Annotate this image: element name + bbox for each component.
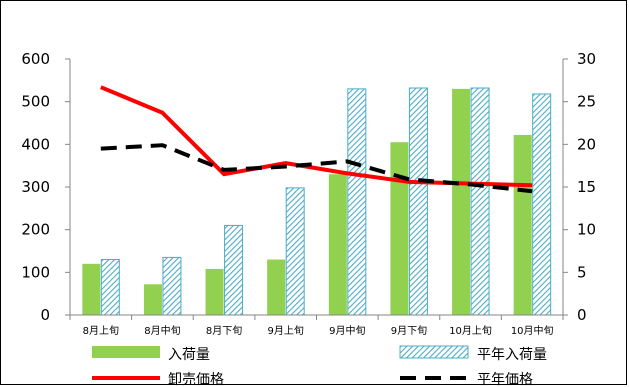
legend-swatch	[399, 345, 469, 359]
bar	[143, 284, 162, 315]
bar	[408, 87, 428, 316]
right-tick-label: 25	[577, 93, 596, 111]
x-tick-label: 9月上旬	[268, 324, 304, 337]
legend-label: 平年価格	[477, 372, 533, 387]
right-tick-label: 15	[577, 178, 596, 196]
bar	[470, 87, 490, 316]
bar	[267, 259, 286, 315]
legend-label: 平年入荷量	[477, 347, 547, 363]
legend-label: 入荷量	[168, 347, 210, 363]
x-tick-label: 9月中旬	[329, 324, 365, 337]
bar	[513, 134, 532, 315]
left-tick-label: 500	[21, 93, 50, 111]
left-tick-label: 0	[40, 306, 50, 324]
line-layer	[100, 85, 533, 194]
bar	[162, 256, 182, 316]
legend-swatch	[92, 346, 160, 358]
axes: 0 100 200 300 400 500 600 0 5 10 15 20 25 30 8月上旬 8月中旬 8…	[21, 50, 596, 337]
bar-layer	[82, 87, 552, 316]
x-tick-label: 8月下旬	[206, 324, 242, 337]
right-tick-label: 5	[577, 263, 587, 281]
x-tick-label: 10月中旬	[511, 324, 554, 337]
bar	[328, 174, 347, 315]
left-tick-label: 100	[21, 263, 50, 281]
left-tick-label: 600	[21, 50, 50, 68]
right-tick-label: 0	[577, 306, 587, 324]
right-tick-label: 30	[577, 50, 596, 68]
line-series	[100, 85, 533, 188]
left-tick-label: 300	[21, 178, 50, 196]
x-tick-label: 9月下旬	[391, 324, 427, 337]
bar	[347, 88, 367, 316]
bar	[205, 268, 224, 315]
bar	[224, 224, 244, 316]
bar	[100, 259, 120, 316]
bar	[532, 93, 552, 316]
x-tick-label: 8月上旬	[83, 324, 119, 337]
x-tick-label: 10月上旬	[449, 324, 492, 337]
left-tick-label: 200	[21, 221, 50, 239]
left-tick-label: 400	[21, 135, 50, 153]
bar	[452, 88, 471, 315]
right-tick-label: 10	[577, 221, 596, 239]
x-tick-label: 8月中旬	[144, 324, 180, 337]
legend-label: 卸売価格	[168, 372, 224, 387]
bar	[82, 263, 101, 315]
right-tick-label: 20	[577, 135, 596, 153]
bar	[285, 187, 305, 316]
bar	[390, 142, 409, 315]
